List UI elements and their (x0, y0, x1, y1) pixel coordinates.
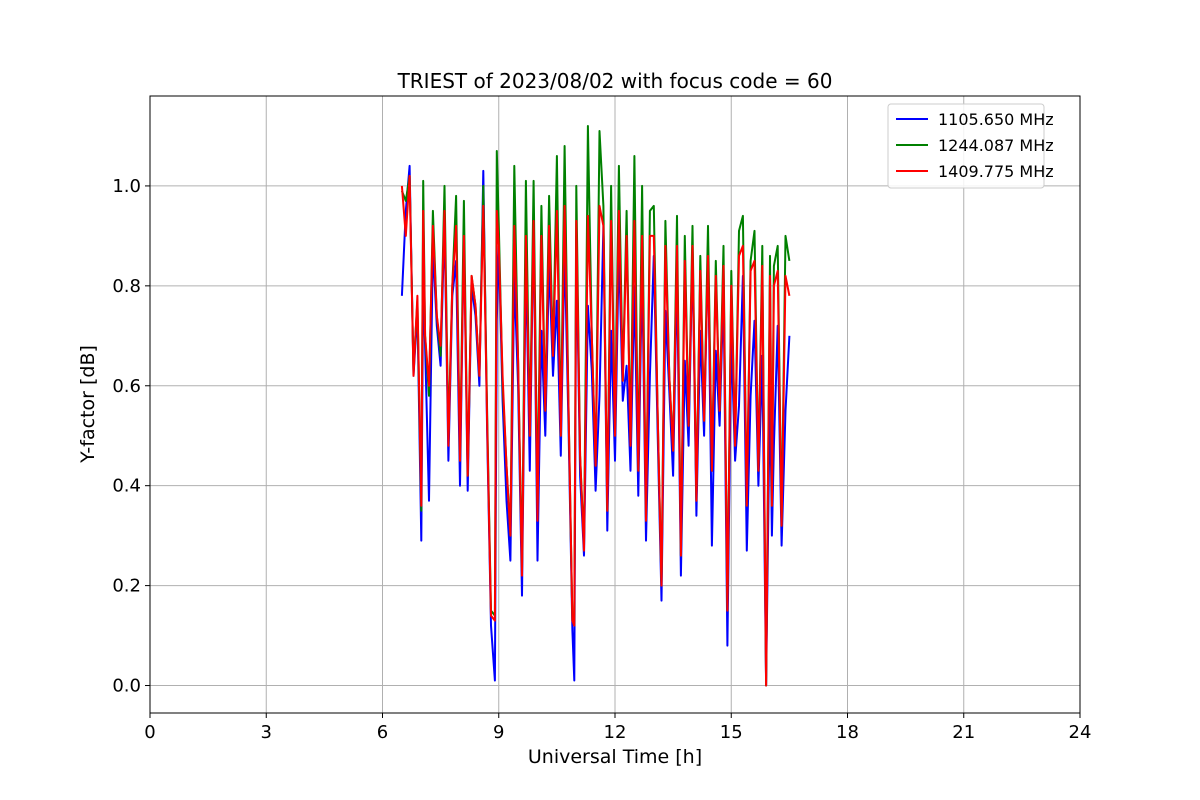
x-tick-label: 9 (493, 722, 504, 743)
x-tick-label: 15 (720, 722, 743, 743)
series-line-2 (400, 174, 791, 687)
series-lines (400, 125, 791, 687)
x-tick-label: 6 (377, 722, 388, 743)
legend-box (887, 103, 1045, 189)
y-tick-label: 0.2 (112, 576, 141, 597)
y-tick-label: 0.8 (112, 276, 141, 297)
legend-label-1: 1244.087 MHz (938, 136, 1054, 155)
legend: 1105.650 MHz 1244.087 MHz 1409.775 MHz (887, 103, 1054, 189)
y-tick-label: 1.0 (112, 176, 141, 197)
x-tick-label: 18 (836, 722, 859, 743)
y-axis-label: Y-factor [dB] (77, 345, 99, 464)
x-tick-label: 21 (952, 722, 975, 743)
axis-ticks: 0 3 6 9 12 15 18 21 24 0.0 0.2 0.4 0.6 0.8 1.0 (112, 176, 1091, 743)
x-tick-label: 0 (144, 722, 155, 743)
y-tick-label: 0.4 (112, 476, 141, 497)
y-tick-label: 0.6 (112, 376, 141, 397)
legend-label-2: 1409.775 MHz (938, 162, 1054, 181)
y-tick-label: 0.0 (112, 676, 141, 697)
x-tick-label: 3 (261, 722, 272, 743)
plot-frame (149, 95, 1081, 714)
legend-label-0: 1105.650 MHz (938, 110, 1054, 129)
x-axis-label: Universal Time [h] (528, 746, 702, 768)
x-tick-label: 24 (1069, 722, 1092, 743)
x-tick-label: 12 (604, 722, 627, 743)
chart-title: TRIEST of 2023/08/02 with focus code = 6… (397, 69, 833, 93)
